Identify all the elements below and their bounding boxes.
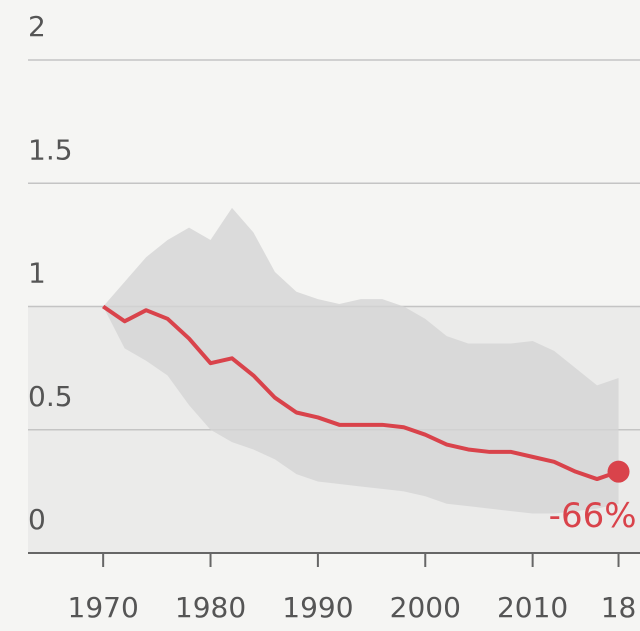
x-tick-label: 2010: [497, 591, 568, 624]
x-tick-label: 2000: [390, 591, 461, 624]
confidence-band: [103, 207, 619, 514]
y-tick-label: 0.5: [28, 380, 73, 413]
x-tick-label: 1990: [282, 591, 353, 624]
annotation: -66%: [549, 496, 637, 536]
y-tick-label: 1: [28, 257, 46, 290]
x-tick-label: 1970: [68, 591, 139, 624]
x-tick-label: 18: [601, 591, 637, 624]
end-marker: [607, 460, 630, 483]
line: [102, 304, 620, 482]
y-tick-label: 2: [28, 10, 46, 43]
y-tick-label: 0: [28, 503, 46, 536]
y-tick-label: 1.5: [28, 133, 73, 166]
x-tick-label: 1980: [175, 591, 246, 624]
